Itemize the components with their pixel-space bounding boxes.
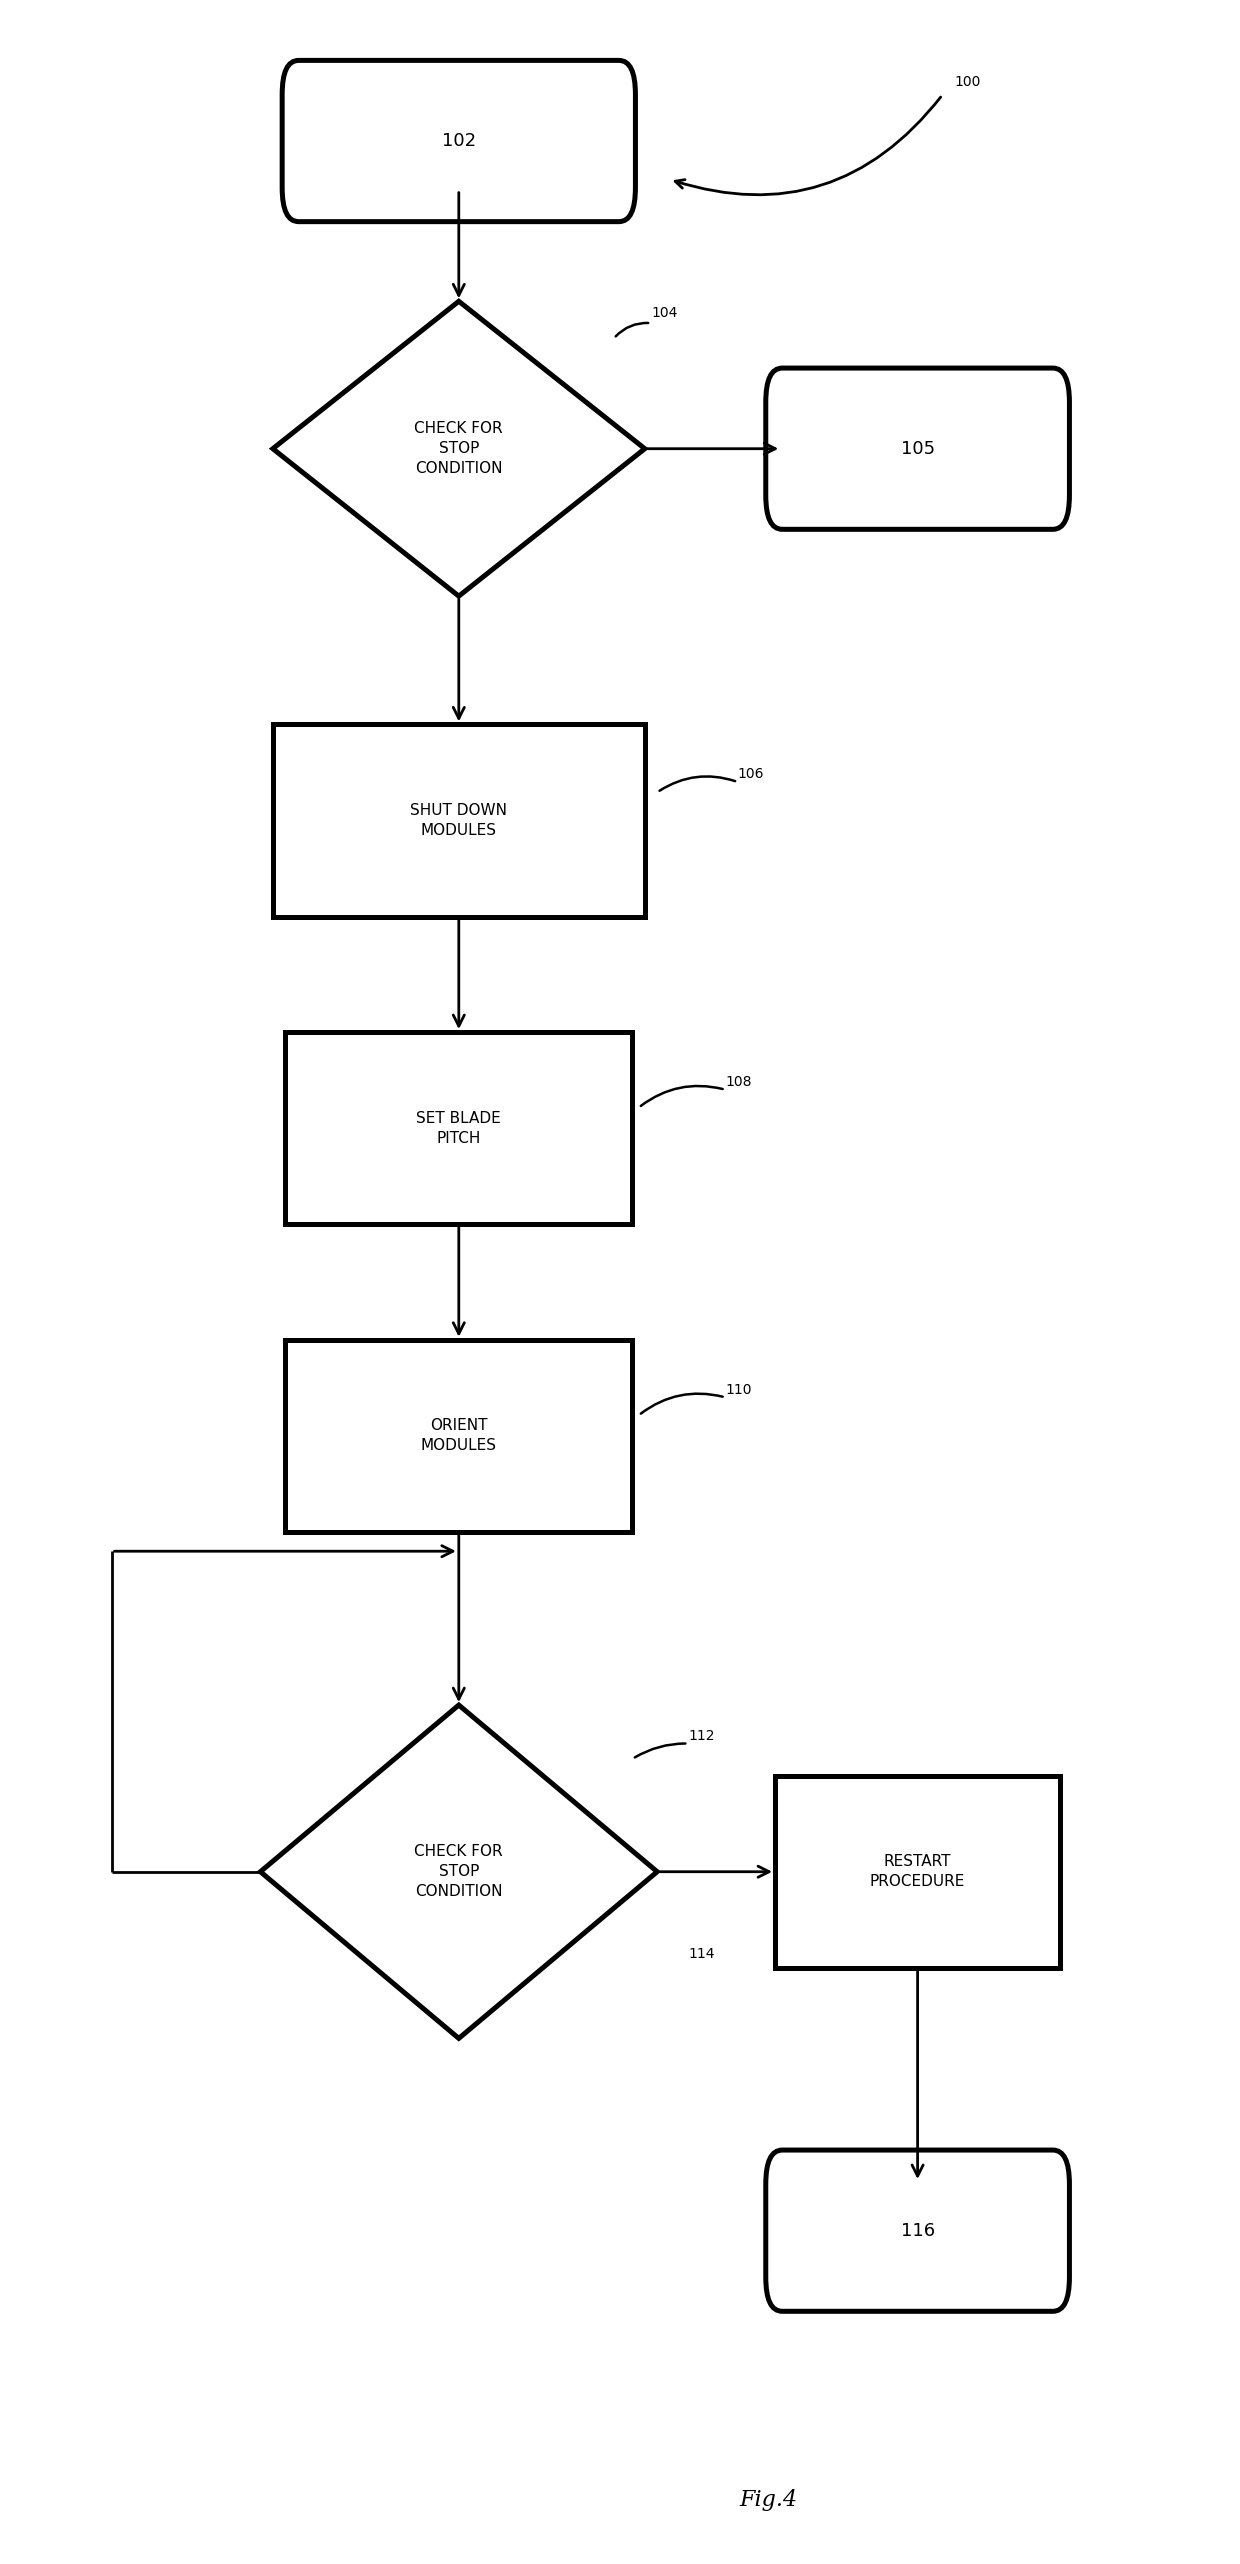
Text: SET BLADE
PITCH: SET BLADE PITCH xyxy=(417,1110,501,1146)
FancyBboxPatch shape xyxy=(766,369,1069,528)
Bar xyxy=(285,1033,632,1223)
Text: 102: 102 xyxy=(441,131,476,151)
Text: 100: 100 xyxy=(955,74,981,90)
Text: 110: 110 xyxy=(725,1382,751,1397)
Bar xyxy=(273,726,645,918)
Text: 116: 116 xyxy=(900,2220,935,2241)
Polygon shape xyxy=(260,1705,657,2038)
Text: Fig.4: Fig.4 xyxy=(740,2490,797,2510)
Bar xyxy=(285,1338,632,1531)
Text: SHUT DOWN
MODULES: SHUT DOWN MODULES xyxy=(410,803,507,838)
FancyBboxPatch shape xyxy=(283,62,635,221)
Text: 112: 112 xyxy=(688,1728,714,1744)
Text: ORIENT
MODULES: ORIENT MODULES xyxy=(420,1418,497,1454)
Polygon shape xyxy=(273,303,645,597)
Bar xyxy=(775,1777,1060,1969)
Text: CHECK FOR
STOP
CONDITION: CHECK FOR STOP CONDITION xyxy=(414,1844,503,1900)
Text: 105: 105 xyxy=(900,438,935,459)
Text: RESTART
PROCEDURE: RESTART PROCEDURE xyxy=(870,1854,965,1890)
Text: 114: 114 xyxy=(688,1946,714,1961)
Text: 108: 108 xyxy=(725,1074,751,1090)
Text: 104: 104 xyxy=(651,305,677,320)
FancyBboxPatch shape xyxy=(766,2151,1069,2310)
Text: 106: 106 xyxy=(738,767,764,782)
Text: CHECK FOR
STOP
CONDITION: CHECK FOR STOP CONDITION xyxy=(414,420,503,477)
